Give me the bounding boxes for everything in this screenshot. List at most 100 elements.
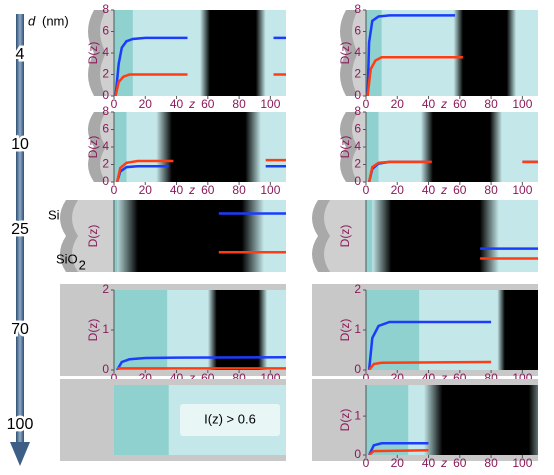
x-tick-label: 60: [201, 183, 215, 197]
y-tick-label: 6: [354, 24, 361, 38]
y-axis-label: D(z): [338, 319, 352, 342]
x-tick-label: 40: [422, 97, 436, 111]
panel-plot: [114, 290, 286, 370]
substrate-oxide: [352, 112, 366, 182]
y-axis-label: D(z): [86, 319, 100, 342]
x-tick-label: 100: [512, 97, 532, 111]
x-tick-label: 100: [512, 183, 532, 197]
x-tick-label: 0: [363, 456, 370, 470]
x-tick-label: 20: [139, 97, 153, 111]
panel-plot: [114, 385, 286, 455]
y-tick-label: 2: [354, 67, 361, 81]
panel-plot: [366, 10, 538, 96]
scale-labels: 4 10 25 70 100: [4, 44, 36, 436]
surface-region: [366, 200, 373, 272]
panel: I(z) > 0.6: [60, 379, 286, 461]
series-line: [367, 442, 429, 455]
y-tick-label: 0: [102, 174, 109, 188]
x-axis-label: z: [440, 183, 447, 197]
x-tick-label: 100: [260, 97, 280, 111]
y-tick-label: 8: [102, 2, 109, 16]
y-tick-label: 1: [102, 322, 109, 336]
x-tick-label: 60: [453, 456, 467, 470]
y-tick-label: 6: [354, 122, 361, 136]
layer-labels: Si SiO 2: [48, 207, 86, 272]
y-tick-label: 2: [102, 67, 109, 81]
series-line: [115, 158, 286, 182]
y-axis-label: D(z): [338, 409, 352, 432]
y-tick-label: 0: [354, 88, 361, 102]
y-tick-label: 8: [354, 104, 361, 118]
y-tick-label: 4: [354, 45, 361, 59]
x-tick-label: 60: [453, 183, 467, 197]
x-axis-label: z: [440, 456, 447, 470]
series-line: [366, 14, 456, 96]
y-axis-label: D(z): [338, 225, 352, 248]
scale-arrow-shaft: [16, 14, 24, 442]
x-axis-label: z: [188, 371, 195, 385]
layer-label: SiO: [56, 251, 78, 266]
scale-arrow-head: [10, 442, 30, 466]
series-line: [114, 73, 286, 96]
scale-symbol: d: [28, 13, 36, 28]
x-axis-label: z: [188, 183, 195, 197]
y-tick-label: 0: [354, 174, 361, 188]
surface-region: [114, 385, 169, 455]
substrate-oxide: [352, 10, 366, 96]
x-tick-label: 0: [111, 183, 118, 197]
y-tick-label: 1: [354, 408, 361, 422]
x-tick-label: 0: [111, 371, 118, 385]
x-tick-label: 40: [170, 97, 184, 111]
x-tick-label: 40: [170, 183, 184, 197]
y-axis-label: D(z): [338, 42, 352, 65]
dark-region: [200, 10, 266, 96]
x-tick-label: 20: [391, 97, 405, 111]
x-axis-label: z: [440, 97, 447, 111]
x-tick-label: 60: [453, 97, 467, 111]
x-tick-label: 0: [363, 371, 370, 385]
series-line: [366, 56, 463, 96]
layer-label-subscript: 2: [79, 257, 86, 272]
x-tick-label: 40: [422, 183, 436, 197]
panel-plot: [366, 290, 538, 370]
x-tick-label: 20: [391, 183, 405, 197]
substrate-oxide: [100, 112, 114, 182]
substrate-oxide: [324, 200, 366, 272]
annotation: I(z) > 0.6: [204, 411, 256, 426]
surface-region: [366, 290, 420, 370]
scale-unit: (nm): [42, 13, 69, 28]
series-line: [367, 320, 492, 370]
annotation-box: [180, 404, 280, 436]
x-tick-label: 80: [484, 183, 498, 197]
panel-plot: [366, 112, 538, 182]
panel-plot: [366, 385, 538, 455]
y-tick-label: 1: [354, 322, 361, 336]
x-tick-label: 20: [139, 183, 153, 197]
y-axis-label: D(z): [86, 225, 100, 248]
panel: D(z): [312, 200, 538, 272]
dark-region: [497, 290, 538, 370]
series-line: [116, 355, 286, 370]
y-axis-label: D(z): [86, 136, 100, 159]
scale-label: 100: [7, 416, 34, 433]
y-tick-label: 2: [102, 282, 109, 296]
y-tick-label: 0: [354, 362, 361, 376]
x-axis-label: z: [440, 371, 447, 385]
panel-plot: [114, 200, 286, 272]
series-line: [367, 160, 538, 182]
panel-plot: [114, 112, 286, 182]
layer-label: Si: [48, 207, 60, 222]
panel: 0 1D(z) 0 20 40 60 80 100 z: [312, 379, 538, 470]
x-tick-label: 80: [484, 456, 498, 470]
y-tick-label: 8: [102, 104, 109, 118]
panel: D(z): [60, 200, 286, 272]
scale-label: 70: [11, 321, 29, 338]
y-tick-label: 6: [102, 122, 109, 136]
